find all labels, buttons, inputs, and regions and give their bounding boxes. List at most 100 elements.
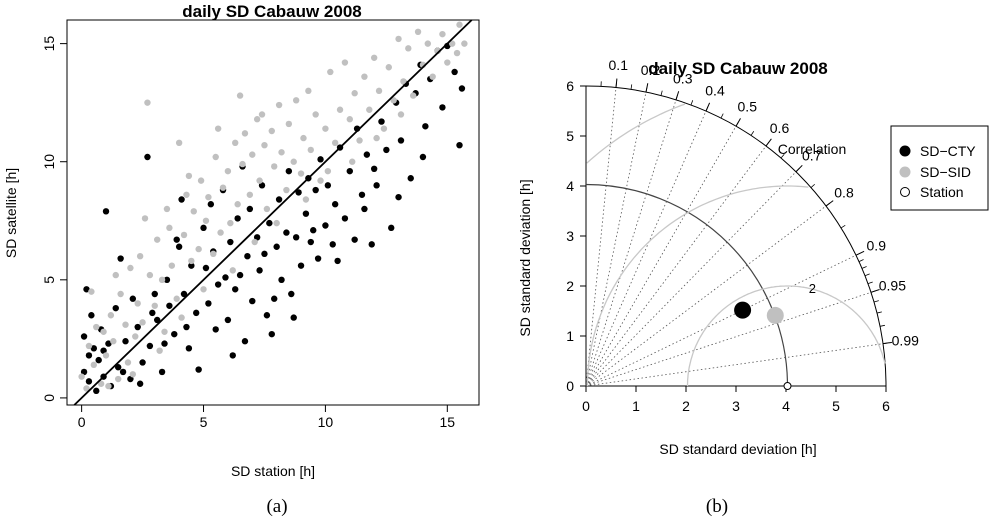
sd-sid-point xyxy=(263,205,271,213)
correlation-ray xyxy=(585,87,617,387)
sd-cty-point xyxy=(207,201,215,208)
sd-sid-point xyxy=(253,116,261,123)
sd-cty-point xyxy=(351,236,358,243)
sd-cty-point xyxy=(312,186,319,194)
sd-cty-point xyxy=(195,366,202,373)
sd-sid-point xyxy=(405,45,412,52)
sd-cty-point xyxy=(88,312,95,319)
sd-x-tick-label: 1 xyxy=(632,398,640,414)
taylor-title: daily SD Cabauw 2008 xyxy=(648,59,828,78)
correlation-minor-tick xyxy=(720,113,724,119)
legend-label-station: Station xyxy=(920,184,964,200)
sd-cty-point xyxy=(329,241,336,248)
sd-cty-point xyxy=(358,191,366,198)
sd-cty-point xyxy=(278,276,285,284)
sd-sid-point xyxy=(117,290,124,298)
correlation-ray xyxy=(585,99,677,387)
sd-sid-point xyxy=(175,139,183,147)
sd-sid-point xyxy=(224,167,232,175)
y-tick-label: 0 xyxy=(41,394,57,402)
sd-sid-point xyxy=(219,184,227,191)
sd-sid-point xyxy=(439,30,446,38)
sd-cty-point xyxy=(285,167,293,175)
correlation-tick xyxy=(705,102,711,112)
sd-x-tick-label: 4 xyxy=(782,398,790,414)
sd-sid-point xyxy=(249,151,256,158)
legend-item-station: Station xyxy=(900,184,964,200)
sd-cty-point xyxy=(451,68,458,76)
sd-cty-point xyxy=(80,333,88,340)
y-tick-label: 5 xyxy=(41,276,57,284)
sd-sid-point xyxy=(139,319,146,326)
sd-sid-point xyxy=(461,40,468,47)
sd-cty-point xyxy=(193,309,200,317)
sd-cty-point xyxy=(151,290,158,298)
legend-marker-sd-sid xyxy=(899,166,911,178)
sd-sid-point xyxy=(93,323,100,331)
taylor-panel: daily SD Cabauw 2008 2 00 1 1 2 2 3 3 4 4 5 5 6 6 0.1… xyxy=(517,57,919,517)
sd-sid-point xyxy=(88,288,95,295)
correlation-tick xyxy=(675,91,680,100)
sd-sid-point xyxy=(136,252,144,260)
sd-cty-point xyxy=(105,340,112,347)
sd-sid-point xyxy=(83,385,90,392)
correlation-minor-tick xyxy=(867,281,873,285)
sd-sid-point xyxy=(122,321,129,328)
correlation-label: Correlation xyxy=(778,141,846,157)
sd-sid-point xyxy=(302,196,310,203)
sd-sid-point xyxy=(85,342,93,350)
correlation-minor-tick xyxy=(873,300,879,303)
sd-cty-point xyxy=(112,304,119,312)
sd-cty-point xyxy=(134,323,141,331)
sd-cty-point xyxy=(144,153,151,161)
sd-sid-point xyxy=(146,271,154,279)
sd-sid-point xyxy=(373,134,380,142)
sd-cty-point xyxy=(266,219,273,227)
sd-sid-point xyxy=(380,125,388,132)
sd-sid-point xyxy=(197,177,205,184)
rms-contour-label: 2 xyxy=(809,281,816,296)
sd-sid-point xyxy=(212,153,219,161)
sd-cty-point xyxy=(288,290,295,298)
sd-cty-point xyxy=(236,271,244,279)
sd-sid-point xyxy=(129,371,137,378)
sd-sid-point xyxy=(370,54,378,61)
sd-sid-point xyxy=(275,101,283,109)
sd-cty-point xyxy=(397,137,405,144)
sd-sid-point xyxy=(324,167,332,175)
sd-cty-point xyxy=(158,368,166,376)
correlation-minor-tick xyxy=(840,224,846,229)
sd-sid-point xyxy=(154,236,161,243)
correlation-tick xyxy=(615,78,618,88)
sd-cty-point xyxy=(317,156,324,163)
sd-cty-point xyxy=(258,182,266,189)
sd-cty-point xyxy=(212,326,219,333)
sd-sid-point xyxy=(256,177,263,184)
correlation-minor-tick xyxy=(864,273,870,277)
sd-cty-point xyxy=(256,267,263,274)
sd-sid-point xyxy=(158,276,166,284)
sd-sid-point xyxy=(322,125,329,132)
sd-y-tick-label: 2 xyxy=(566,278,574,294)
legend-label-sd-sid: SD−SID xyxy=(920,164,971,180)
sd-sid-point xyxy=(283,186,290,194)
taylor-point-sd-cty xyxy=(734,301,752,319)
correlation-ray xyxy=(585,145,767,387)
correlation-minor-tick xyxy=(879,324,885,327)
sd-sid-point xyxy=(361,73,368,80)
legend: SD−CTY SD−SID Station xyxy=(890,125,989,211)
sd-sid-point xyxy=(327,68,334,76)
scatter-points xyxy=(78,21,468,395)
scatter-plot-frame xyxy=(66,19,480,406)
correlation-ray xyxy=(585,125,737,387)
correlation-ray xyxy=(585,205,827,387)
x-tick-label: 15 xyxy=(440,414,456,430)
sd-sid-point xyxy=(132,333,139,340)
sd-sid-point xyxy=(336,106,344,113)
y-tick-label: 10 xyxy=(41,154,57,170)
sd-sid-point xyxy=(236,92,244,99)
correlation-tick-label: 0.95 xyxy=(879,277,906,293)
correlation-tick-label: 0.6 xyxy=(770,120,790,136)
sd-cty-point xyxy=(378,118,385,125)
reference-sd-arc xyxy=(585,183,789,387)
